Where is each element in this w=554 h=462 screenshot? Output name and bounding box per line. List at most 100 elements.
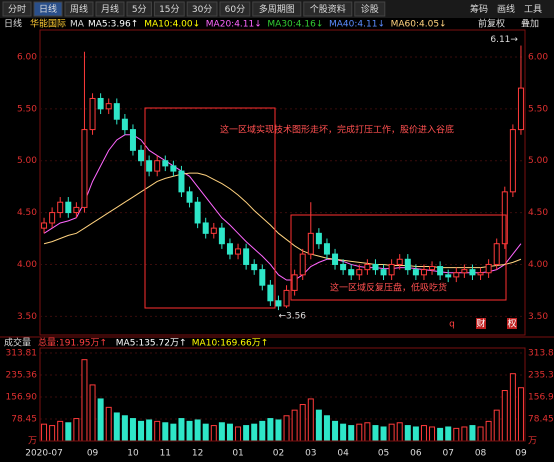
candle-body [170, 165, 177, 172]
volume-bar [501, 390, 508, 442]
tab-label[interactable]: 月线 [101, 3, 119, 15]
candle-body [485, 263, 492, 274]
volume-bar [445, 426, 452, 442]
volume-bar [186, 420, 193, 442]
x-tick-label: 08 [475, 449, 487, 459]
volume-bar [138, 420, 145, 442]
ma-legend: MA5:3.96↑ [88, 20, 138, 30]
candle-body [162, 160, 169, 167]
tab-button[interactable] [64, 1, 94, 17]
volume-bar [170, 423, 177, 442]
tab-button[interactable] [153, 1, 185, 17]
tab-button[interactable] [33, 1, 63, 17]
volume-legend: 总量:191.95万↑ [38, 337, 107, 349]
right-label[interactable]: 叠加 [521, 19, 539, 30]
tab-button[interactable] [219, 1, 251, 17]
volume-bar [453, 427, 460, 442]
tab-button[interactable] [186, 1, 218, 17]
candle-body [509, 129, 516, 193]
volume-bar [267, 418, 274, 442]
tab-label[interactable]: 分时 [8, 3, 26, 15]
volume-bar [493, 409, 500, 442]
tab-button[interactable] [126, 1, 152, 17]
tool-link[interactable]: 工具 [524, 4, 542, 15]
volume-tick-label-right: 78.45 [528, 415, 554, 425]
volume-bar [396, 422, 403, 442]
volume-frame [39, 347, 526, 442]
tool-label[interactable]: 多周期图 [259, 3, 295, 15]
tool-button[interactable] [252, 1, 302, 17]
tab-button[interactable] [2, 1, 32, 17]
volume-bar [461, 426, 468, 442]
candle-body [129, 129, 136, 151]
marker: 财 [476, 318, 485, 330]
ma-line [43, 134, 522, 281]
tab-button[interactable] [95, 1, 125, 17]
right-label[interactable]: 前复权 [478, 18, 505, 30]
candle-body [89, 97, 96, 131]
candle-body [291, 274, 298, 291]
volume-bar [113, 412, 120, 442]
annotation-box [290, 214, 507, 301]
candle-body [57, 201, 64, 214]
x-tick-label: 10 [127, 449, 139, 459]
annotation: 这一区域实现技术图形走坏，完成打压工作，股价进入谷底 [220, 124, 454, 136]
tool-label[interactable]: 诊股 [361, 3, 379, 15]
volume-bar [251, 423, 258, 442]
volume-bar [469, 425, 476, 442]
ma-line [43, 172, 522, 269]
volume-bar [380, 426, 387, 442]
tool-button[interactable] [354, 1, 386, 17]
candle-body [404, 258, 411, 271]
volume-bar [146, 419, 153, 442]
tab-label[interactable]: 30分 [192, 4, 212, 15]
volume-tick-label: 万 [28, 437, 37, 447]
x-tick-label: 12 [192, 449, 203, 459]
tab-label[interactable]: 15分 [159, 4, 179, 15]
volume-tick-label: 235.36 [6, 370, 38, 380]
volume-bar [299, 404, 306, 442]
volume-bar [49, 425, 56, 442]
volume-title: 成交量 [4, 337, 31, 349]
tab-label[interactable]: 周线 [70, 3, 88, 15]
tool-label[interactable]: 个股资料 [310, 3, 346, 15]
volume-bar [315, 409, 322, 442]
candle-body [146, 160, 153, 172]
tool-button[interactable] [303, 1, 353, 17]
x-tick-label: 05 [378, 449, 389, 459]
candle-body [396, 258, 403, 265]
tab-label[interactable]: 日线 [39, 3, 57, 15]
candle-body [332, 253, 339, 265]
x-tick-label: 03 [305, 449, 316, 459]
candle-body [364, 263, 371, 271]
volume-bar [129, 418, 136, 442]
x-tick-label: 04 [337, 449, 349, 459]
volume-bar [307, 398, 314, 442]
candle-body [380, 269, 387, 276]
x-tick-label: 07 [442, 449, 453, 459]
ma-legend: MA10:4.00↓ [144, 20, 200, 30]
volume-bar [105, 406, 112, 442]
volume-legend: MA5:135.72万↑ [116, 339, 187, 349]
candle-body [154, 160, 161, 172]
volume-bar [323, 415, 330, 442]
y-tick-label: 6.00 [17, 52, 37, 62]
volume-tick-label-right: 万 [528, 437, 537, 447]
volume-tick-label-right: 235.36 [528, 370, 554, 380]
volume-bar [412, 426, 419, 442]
tool-link[interactable]: 筹码 [470, 3, 488, 15]
volume-bar [485, 420, 492, 442]
candle-body [307, 232, 314, 255]
volume-bar [210, 425, 217, 442]
candle-body [372, 263, 379, 271]
candle-body [517, 87, 524, 131]
volume-bar [477, 426, 484, 442]
candle-body [469, 269, 476, 276]
candle-body [388, 263, 395, 276]
y-tick-label: 3.50 [17, 312, 37, 322]
tool-link[interactable]: 画线 [497, 3, 515, 15]
tab-label[interactable]: 60分 [225, 4, 245, 15]
candle-body [259, 269, 266, 286]
candle-body [186, 191, 193, 203]
tab-label[interactable]: 5分 [132, 4, 147, 15]
